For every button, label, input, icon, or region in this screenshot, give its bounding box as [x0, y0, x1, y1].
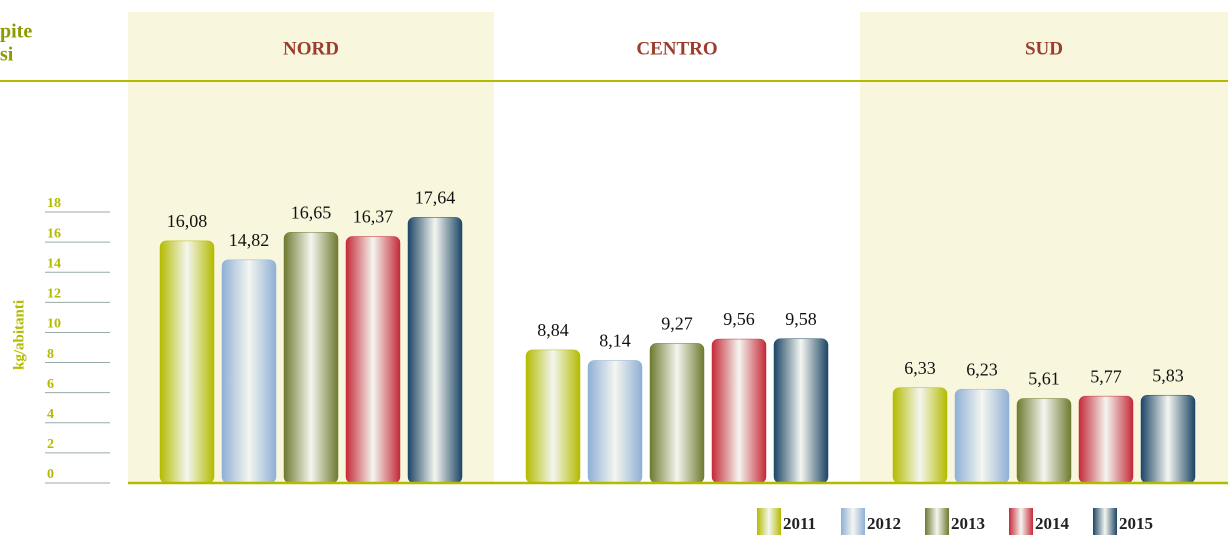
- value-label: 6,23: [966, 359, 998, 379]
- y-tick-label: 18: [47, 196, 61, 211]
- value-label: 5,83: [1152, 365, 1184, 385]
- legend-label: 2015: [1119, 514, 1153, 533]
- bar: [283, 232, 339, 484]
- value-label: 5,77: [1090, 366, 1122, 386]
- bar: [711, 338, 767, 484]
- y-axis-label: kg/abitanti: [11, 300, 27, 370]
- legend-label: 2013: [951, 514, 985, 533]
- legend-swatch: [925, 508, 949, 535]
- legend-swatch: [1093, 508, 1117, 535]
- legend-label: 2011: [783, 514, 816, 533]
- y-tick-label: 12: [47, 287, 61, 302]
- value-label: 16,37: [353, 207, 394, 227]
- y-tick-label: 16: [47, 226, 61, 241]
- category-label: SUD: [1025, 38, 1063, 59]
- legend-swatch: [757, 508, 781, 535]
- bar: [1140, 394, 1196, 484]
- bar: [159, 240, 215, 484]
- legend-label: 2014: [1035, 514, 1070, 533]
- header-fragment: pite: [0, 21, 32, 43]
- bar: [892, 387, 948, 484]
- y-tick-label: 4: [47, 407, 54, 422]
- category-label: NORD: [283, 38, 339, 59]
- bar: [587, 360, 643, 484]
- category-label: CENTRO: [636, 38, 717, 59]
- y-tick-label: 0: [47, 467, 54, 482]
- legend-swatch: [1009, 508, 1033, 535]
- bar: [1078, 395, 1134, 484]
- value-label: 16,08: [167, 211, 208, 231]
- value-label: 8,84: [537, 320, 569, 340]
- bar: [1016, 398, 1072, 484]
- bar: [954, 388, 1010, 484]
- y-tick-label: 14: [47, 256, 61, 271]
- value-label: 6,33: [904, 358, 936, 378]
- value-label: 17,64: [415, 188, 456, 208]
- y-tick-label: 6: [47, 377, 54, 392]
- header-fragment: si: [0, 44, 14, 66]
- bar: [773, 338, 829, 484]
- bar: [525, 349, 581, 484]
- bar: [345, 236, 401, 484]
- y-tick-label: 8: [47, 347, 54, 362]
- value-label: 9,27: [661, 314, 693, 334]
- value-label: 16,65: [291, 202, 332, 222]
- legend-swatch: [841, 508, 865, 535]
- bar: [649, 343, 705, 484]
- value-label: 14,82: [229, 230, 270, 250]
- value-label: 9,58: [785, 309, 817, 329]
- bar: [407, 217, 463, 484]
- legend-label: 2012: [867, 514, 901, 533]
- value-label: 5,61: [1028, 369, 1060, 389]
- y-tick-label: 10: [47, 317, 61, 332]
- bar: [221, 259, 277, 484]
- y-tick-label: 2: [47, 437, 54, 452]
- value-label: 9,56: [723, 309, 755, 329]
- value-label: 8,14: [599, 331, 631, 351]
